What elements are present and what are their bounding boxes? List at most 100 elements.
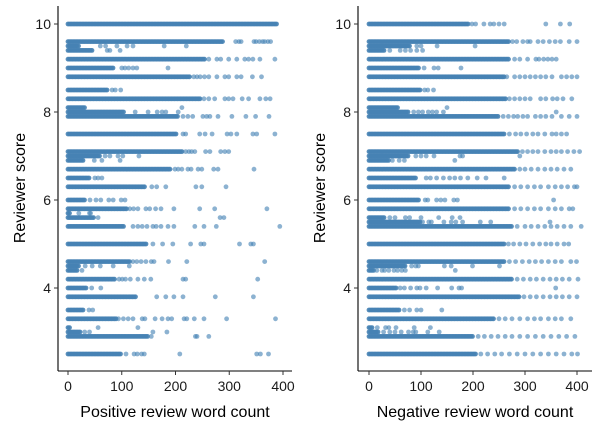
data-point <box>525 184 530 190</box>
data-point <box>82 329 88 335</box>
score-row-6.7 <box>65 166 257 172</box>
data-point <box>121 316 126 322</box>
data-point <box>420 48 425 53</box>
score-row-4.2 <box>65 276 261 282</box>
data-point <box>506 56 511 62</box>
data-point <box>491 316 496 322</box>
data-point <box>509 316 515 322</box>
data-point <box>397 48 403 53</box>
x-tick-label: 200 <box>461 378 485 394</box>
data-point <box>553 131 559 137</box>
data-point <box>458 65 464 71</box>
data-point <box>246 96 252 102</box>
data-point <box>425 109 431 115</box>
score-row-9.2 <box>366 56 559 62</box>
y-tick-label: 8 <box>343 104 351 120</box>
data-point <box>123 351 129 357</box>
panel-negative: 0 100 200 300 400 4 6 8 10 Negative review word … <box>312 6 592 421</box>
data-point <box>517 241 523 247</box>
data-point <box>165 224 171 229</box>
data-point <box>180 114 186 119</box>
data-point <box>514 276 520 282</box>
data-point <box>214 74 220 80</box>
data-point <box>143 241 149 247</box>
ticks-negative: 0 100 200 300 400 4 6 8 10 <box>335 16 588 394</box>
score-row-6.5 <box>65 175 105 181</box>
data-point <box>213 224 219 229</box>
data-point <box>151 259 157 264</box>
data-point <box>414 48 420 53</box>
data-point <box>418 153 424 159</box>
data-point <box>104 87 110 93</box>
data-point <box>263 96 269 102</box>
data-point <box>175 114 180 119</box>
data-point <box>507 259 512 264</box>
data-point <box>558 39 563 44</box>
data-point <box>564 131 569 137</box>
data-point <box>251 294 256 300</box>
data-point <box>187 74 192 80</box>
data-point <box>428 175 433 181</box>
data-point <box>234 74 240 80</box>
data-point <box>552 39 558 44</box>
data-point <box>571 149 577 155</box>
data-point <box>511 114 516 119</box>
data-point <box>118 197 124 203</box>
data-point <box>521 276 526 282</box>
data-point <box>554 241 560 247</box>
data-point <box>500 114 506 119</box>
data-point <box>538 184 543 190</box>
data-point <box>532 316 537 322</box>
data-point <box>501 131 507 137</box>
data-point <box>106 197 112 203</box>
score-row-6.9 <box>65 158 123 163</box>
data-point <box>441 109 446 115</box>
data-point <box>525 149 530 155</box>
data-point <box>382 268 387 273</box>
data-point <box>381 329 386 335</box>
data-point <box>201 96 207 102</box>
data-point <box>396 158 402 163</box>
score-row-5.6 <box>366 215 463 221</box>
data-point <box>207 149 213 155</box>
y-tick-label: 6 <box>343 192 351 208</box>
data-point <box>417 285 423 291</box>
data-point <box>506 241 511 247</box>
data-point <box>482 334 487 339</box>
data-point <box>552 259 558 264</box>
data-point <box>569 351 575 357</box>
data-point <box>530 131 536 137</box>
data-point <box>497 263 502 269</box>
score-row-9.5 <box>65 43 189 49</box>
data-point <box>416 263 421 269</box>
data-point <box>570 206 576 212</box>
data-point <box>435 65 441 71</box>
data-point <box>574 114 580 119</box>
score-row-5.4 <box>65 224 283 229</box>
data-point <box>530 241 536 247</box>
score-row-4.4 <box>65 268 85 273</box>
data-point <box>560 96 566 102</box>
data-point <box>371 268 376 273</box>
data-point <box>158 224 164 229</box>
data-point <box>517 96 523 102</box>
data-point <box>396 307 402 313</box>
data-point <box>554 224 560 229</box>
data-point <box>438 197 444 203</box>
data-point <box>566 276 572 282</box>
data-point <box>549 131 555 137</box>
data-point <box>118 351 123 357</box>
data-point <box>124 43 130 49</box>
data-point <box>82 105 87 110</box>
data-point <box>185 114 191 119</box>
score-row-5.7 <box>65 210 93 216</box>
data-point <box>103 43 108 49</box>
data-point <box>574 184 580 190</box>
score-row-6.5 <box>366 175 507 181</box>
data-point <box>525 56 530 62</box>
data-point <box>200 114 206 119</box>
data-point <box>518 184 524 190</box>
data-point <box>254 351 260 357</box>
data-point <box>134 259 140 264</box>
data-point <box>273 316 278 322</box>
